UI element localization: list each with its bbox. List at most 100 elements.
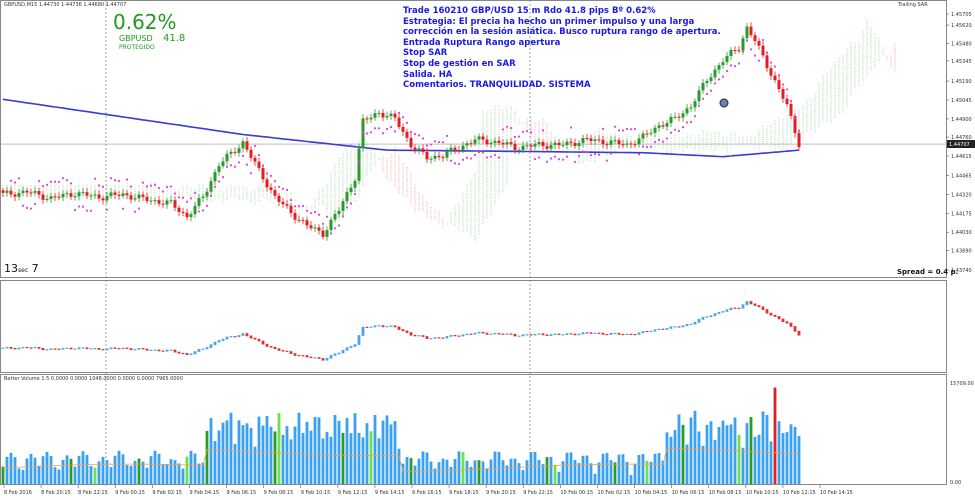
candle-body bbox=[777, 80, 781, 90]
symbol-header: GBPUSD,M15 1.44730 1.44736 1.44680 1.447… bbox=[4, 2, 127, 8]
sar-dot bbox=[377, 127, 381, 130]
heikin-ashi-bar bbox=[81, 347, 85, 349]
heikin-ashi-bar bbox=[33, 347, 37, 349]
time-tick-label: 9 Feb 14:15 bbox=[375, 490, 405, 496]
candle-body bbox=[633, 144, 637, 146]
sar-dot bbox=[625, 127, 629, 131]
candle-body bbox=[713, 69, 717, 78]
volume-bar bbox=[137, 458, 141, 484]
candle-body bbox=[685, 108, 689, 114]
sar-dot bbox=[345, 206, 349, 209]
sar-dot bbox=[777, 74, 781, 77]
heikin-ashi-bar bbox=[765, 309, 769, 314]
heikin-ashi-bar bbox=[601, 332, 605, 335]
candle-body bbox=[733, 49, 737, 51]
volume-bar bbox=[741, 447, 745, 484]
volume-bar bbox=[537, 459, 541, 484]
candle-body bbox=[545, 146, 549, 149]
candle-body bbox=[705, 81, 709, 83]
volume-bar bbox=[145, 467, 149, 484]
heikin-ashi-bar bbox=[145, 348, 149, 351]
sar-dot bbox=[81, 205, 85, 208]
candle-body bbox=[669, 116, 673, 124]
sar-dot bbox=[57, 180, 61, 184]
volume-bar bbox=[93, 467, 97, 484]
candle-body bbox=[37, 191, 41, 195]
sar-dot bbox=[9, 179, 13, 182]
heikin-ashi-bar bbox=[309, 356, 313, 359]
candle-body bbox=[741, 38, 745, 51]
heikin-ashi-bar bbox=[585, 332, 589, 334]
heikin-ashi-bar bbox=[445, 336, 449, 339]
sar-dot bbox=[773, 65, 777, 68]
sar-dot bbox=[585, 151, 589, 154]
candle-body bbox=[25, 190, 29, 193]
volume-bar bbox=[153, 450, 157, 484]
volume-bar bbox=[233, 443, 237, 484]
candle-body bbox=[457, 149, 461, 151]
candle-body bbox=[1, 190, 5, 193]
sar-dot bbox=[565, 155, 569, 158]
sar-dot bbox=[373, 127, 377, 130]
volume-bar bbox=[141, 461, 145, 484]
heikin-ashi-bar bbox=[85, 347, 89, 350]
volume-bar bbox=[465, 460, 469, 484]
volume-bar bbox=[681, 424, 685, 484]
heikin-ashi-bar bbox=[185, 353, 189, 356]
sar-dot bbox=[289, 198, 293, 202]
candle-body bbox=[593, 139, 597, 142]
volume-bar bbox=[589, 463, 593, 484]
volume-bar bbox=[241, 425, 245, 484]
volume-bar bbox=[489, 459, 493, 484]
candle-body bbox=[129, 195, 133, 200]
heikin-ashi-panel-frame bbox=[0, 280, 947, 373]
sar-dot bbox=[97, 184, 101, 187]
heikin-ashi-bar bbox=[429, 338, 433, 340]
sar-dot bbox=[341, 215, 345, 218]
heikin-ashi-bar bbox=[205, 347, 209, 350]
volume-bar bbox=[329, 436, 333, 484]
volume-bar bbox=[469, 466, 473, 484]
price-tick-label: 1.45345 bbox=[951, 59, 972, 65]
candle-body bbox=[89, 195, 93, 197]
price-tick-label: 1.44900 bbox=[951, 117, 972, 123]
heikin-ashi-bar bbox=[89, 348, 93, 350]
sar-dot bbox=[765, 51, 769, 54]
heikin-ashi-bar bbox=[97, 348, 101, 350]
candle-body bbox=[117, 194, 121, 196]
candle-body bbox=[549, 145, 553, 149]
heikin-ashi-bar bbox=[245, 333, 249, 337]
candle-body bbox=[85, 192, 89, 196]
sar-dot bbox=[637, 153, 641, 156]
heikin-ashi-bar bbox=[117, 348, 121, 350]
heikin-ashi-bar bbox=[421, 335, 425, 337]
heikin-ashi-bar bbox=[757, 305, 761, 308]
volume-bar bbox=[689, 417, 693, 484]
sar-dot bbox=[185, 200, 189, 203]
heikin-ashi-bar bbox=[621, 333, 625, 336]
sar-dot bbox=[41, 184, 45, 188]
candle-body bbox=[665, 123, 669, 127]
candle-body bbox=[77, 192, 81, 197]
volume-bar bbox=[249, 427, 253, 484]
sar-dot bbox=[489, 155, 493, 158]
sar-dot bbox=[593, 152, 597, 156]
price-tick-label: 1.43740 bbox=[951, 268, 972, 274]
heikin-ashi-bar bbox=[357, 335, 361, 345]
heikin-ashi-bar bbox=[441, 337, 445, 339]
time-tick-label: 9 Feb 04:15 bbox=[189, 490, 219, 496]
volume-bar bbox=[541, 464, 545, 484]
volume-bar bbox=[653, 453, 657, 484]
candle-body bbox=[17, 192, 21, 197]
candle-body bbox=[765, 55, 769, 69]
candle-body bbox=[65, 193, 69, 195]
candle-body bbox=[149, 200, 153, 202]
candle-body bbox=[673, 116, 677, 118]
volume-bar bbox=[445, 459, 449, 484]
current-price-box bbox=[947, 140, 975, 149]
volume-bar bbox=[521, 470, 525, 484]
volume-bar bbox=[21, 469, 25, 484]
volume-bar bbox=[337, 420, 341, 484]
heikin-ashi-bar bbox=[717, 311, 721, 314]
sar-dot bbox=[513, 135, 517, 139]
